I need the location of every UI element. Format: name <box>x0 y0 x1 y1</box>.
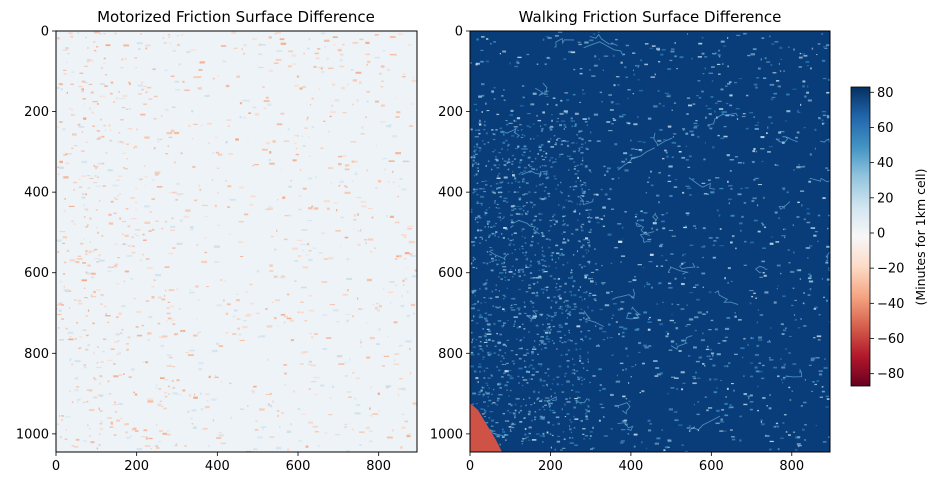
x-tick-label: 800 <box>366 459 391 474</box>
x-tick-label: 600 <box>286 459 311 474</box>
motorized-heatmap-texture <box>56 31 417 452</box>
motorized-title: Motorized Friction Surface Difference <box>97 8 375 26</box>
y-tick-label: 800 <box>438 347 463 362</box>
motorized-ticks: 0 200 400 600 800 0 200 400 600 800 1000 <box>16 25 391 475</box>
walking-panel: Walking Friction Surface Difference 0 200… <box>430 8 831 475</box>
colorbar-tick-label: 40 <box>877 156 894 171</box>
y-tick-label: 0 <box>455 25 463 40</box>
colorbar-tick-label: −60 <box>877 332 904 347</box>
y-tick-label: 600 <box>438 266 463 281</box>
colorbar: 80 60 40 20 0 −20 −40 −60 −80 (Minutes for 1km c… <box>850 86 928 387</box>
colorbar-ticks: 80 60 40 20 0 −20 −40 −60 −80 <box>870 86 904 382</box>
y-tick-label: 0 <box>41 25 49 40</box>
colorbar-tick-label: 80 <box>877 86 894 101</box>
walking-ticks: 0 200 400 600 800 0 200 400 600 800 1000 <box>430 25 804 475</box>
y-tick-label: 200 <box>24 105 49 120</box>
x-tick-label: 0 <box>52 459 60 474</box>
y-tick-label: 400 <box>438 186 463 201</box>
y-tick-label: 600 <box>24 266 49 281</box>
y-tick-label: 800 <box>24 347 49 362</box>
colorbar-tick-label: −20 <box>877 262 904 277</box>
x-tick-label: 800 <box>779 459 804 474</box>
colorbar-tick-label: 60 <box>877 121 894 136</box>
motorized-axes-frame <box>55 30 418 453</box>
motorized-panel: Motorized Friction Surface Difference 0 2… <box>16 8 418 475</box>
colorbar-tick-label: 0 <box>877 226 885 241</box>
colorbar-gradient <box>851 87 870 386</box>
x-tick-label: 400 <box>618 459 643 474</box>
y-tick-label: 400 <box>24 186 49 201</box>
walking-heatmap-texture <box>470 31 830 452</box>
x-tick-label: 400 <box>205 459 230 474</box>
walking-corner-patch <box>470 403 502 452</box>
walking-title: Walking Friction Surface Difference <box>519 8 782 26</box>
y-tick-label: 1000 <box>430 427 463 442</box>
x-tick-label: 200 <box>124 459 149 474</box>
colorbar-tick-label: −40 <box>877 297 904 312</box>
x-tick-label: 200 <box>538 459 563 474</box>
colorbar-label: (Minutes for 1km cell) <box>913 169 928 306</box>
colorbar-tick-label: 20 <box>877 191 894 206</box>
x-tick-label: 600 <box>699 459 724 474</box>
x-tick-label: 0 <box>466 459 474 474</box>
y-tick-label: 200 <box>438 105 463 120</box>
colorbar-tick-label: −80 <box>877 367 904 382</box>
walking-axes-frame <box>469 30 831 453</box>
colorbar-frame <box>850 86 871 387</box>
y-tick-label: 1000 <box>16 427 49 442</box>
